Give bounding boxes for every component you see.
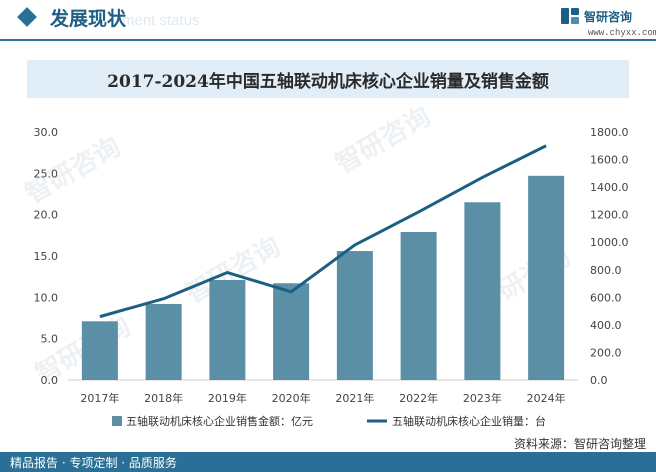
header-ghost-subtitle: ment status bbox=[122, 12, 200, 29]
header-divider bbox=[0, 39, 656, 41]
bar-sales-amount bbox=[464, 202, 501, 380]
y-right-tick-label: 600.0 bbox=[590, 291, 622, 304]
y-right-tick-label: 1600.0 bbox=[590, 154, 629, 167]
y-right-tick-label: 800.0 bbox=[590, 264, 622, 277]
y-left-tick-label: 20.0 bbox=[34, 209, 59, 222]
footer-slogan: 精品报告 · 专项定制 · 品质服务 bbox=[10, 456, 177, 470]
y-left-tick-label: 5.0 bbox=[41, 333, 59, 346]
x-tick-label: 2022年 bbox=[399, 391, 438, 405]
y-left-tick-label: 25.0 bbox=[34, 167, 59, 180]
y-left-tick-label: 30.0 bbox=[34, 126, 59, 139]
y-left-tick-label: 15.0 bbox=[34, 250, 59, 263]
legend-swatch-bar bbox=[112, 416, 122, 426]
bar-sales-amount bbox=[528, 175, 565, 380]
bar-sales-amount bbox=[273, 283, 310, 380]
bar-sales-amount bbox=[145, 303, 182, 380]
logo-name: 智研咨询 bbox=[584, 9, 633, 24]
y-right-tick-label: 0.0 bbox=[590, 374, 608, 387]
y-left-tick-label: 0.0 bbox=[41, 374, 59, 387]
y-right-tick-label: 400.0 bbox=[590, 319, 622, 332]
logo-icon bbox=[561, 8, 579, 24]
x-tick-label: 2021年 bbox=[335, 391, 374, 405]
brand-logo: 智研咨询 bbox=[560, 6, 632, 26]
x-tick-label: 2018年 bbox=[144, 391, 183, 405]
x-tick-label: 2017年 bbox=[80, 391, 119, 405]
legend-label-line: 五轴联动机床核心企业销量：台 bbox=[392, 414, 546, 428]
chart-title-box: 2017-2024年中国五轴联动机床核心企业销量及销售金额 bbox=[27, 60, 629, 98]
y-right-tick-label: 1800.0 bbox=[590, 126, 629, 139]
y-right-tick-label: 1400.0 bbox=[590, 181, 629, 194]
header: ment status 发展现状 智研咨询 www.chyxx.com bbox=[0, 0, 656, 42]
source-note: 资料来源：智研咨询整理 bbox=[513, 437, 646, 451]
bar-sales-amount bbox=[209, 279, 246, 380]
y-right-tick-label: 1200.0 bbox=[590, 209, 629, 222]
x-tick-label: 2020年 bbox=[272, 391, 311, 405]
x-tick-label: 2023年 bbox=[463, 391, 502, 405]
bar-sales-amount bbox=[336, 251, 373, 380]
header-title: 发展现状 bbox=[50, 8, 127, 30]
x-tick-label: 2024年 bbox=[527, 391, 566, 405]
chart-title: 2017-2024年中国五轴联动机床核心企业销量及销售金额 bbox=[107, 71, 549, 92]
bar-sales-amount bbox=[400, 232, 437, 380]
legend-label-bar: 五轴联动机床核心企业销售金额：亿元 bbox=[126, 414, 313, 428]
logo-url: www.chyxx.com bbox=[588, 28, 656, 38]
line-sales-volume bbox=[99, 144, 547, 319]
y-left-tick-label: 10.0 bbox=[34, 291, 59, 304]
footer-bar bbox=[0, 452, 656, 472]
y-right-tick-label: 1000.0 bbox=[590, 236, 629, 249]
bar-sales-amount bbox=[81, 321, 118, 380]
x-tick-label: 2019年 bbox=[208, 391, 247, 405]
y-right-tick-label: 200.0 bbox=[590, 346, 622, 359]
